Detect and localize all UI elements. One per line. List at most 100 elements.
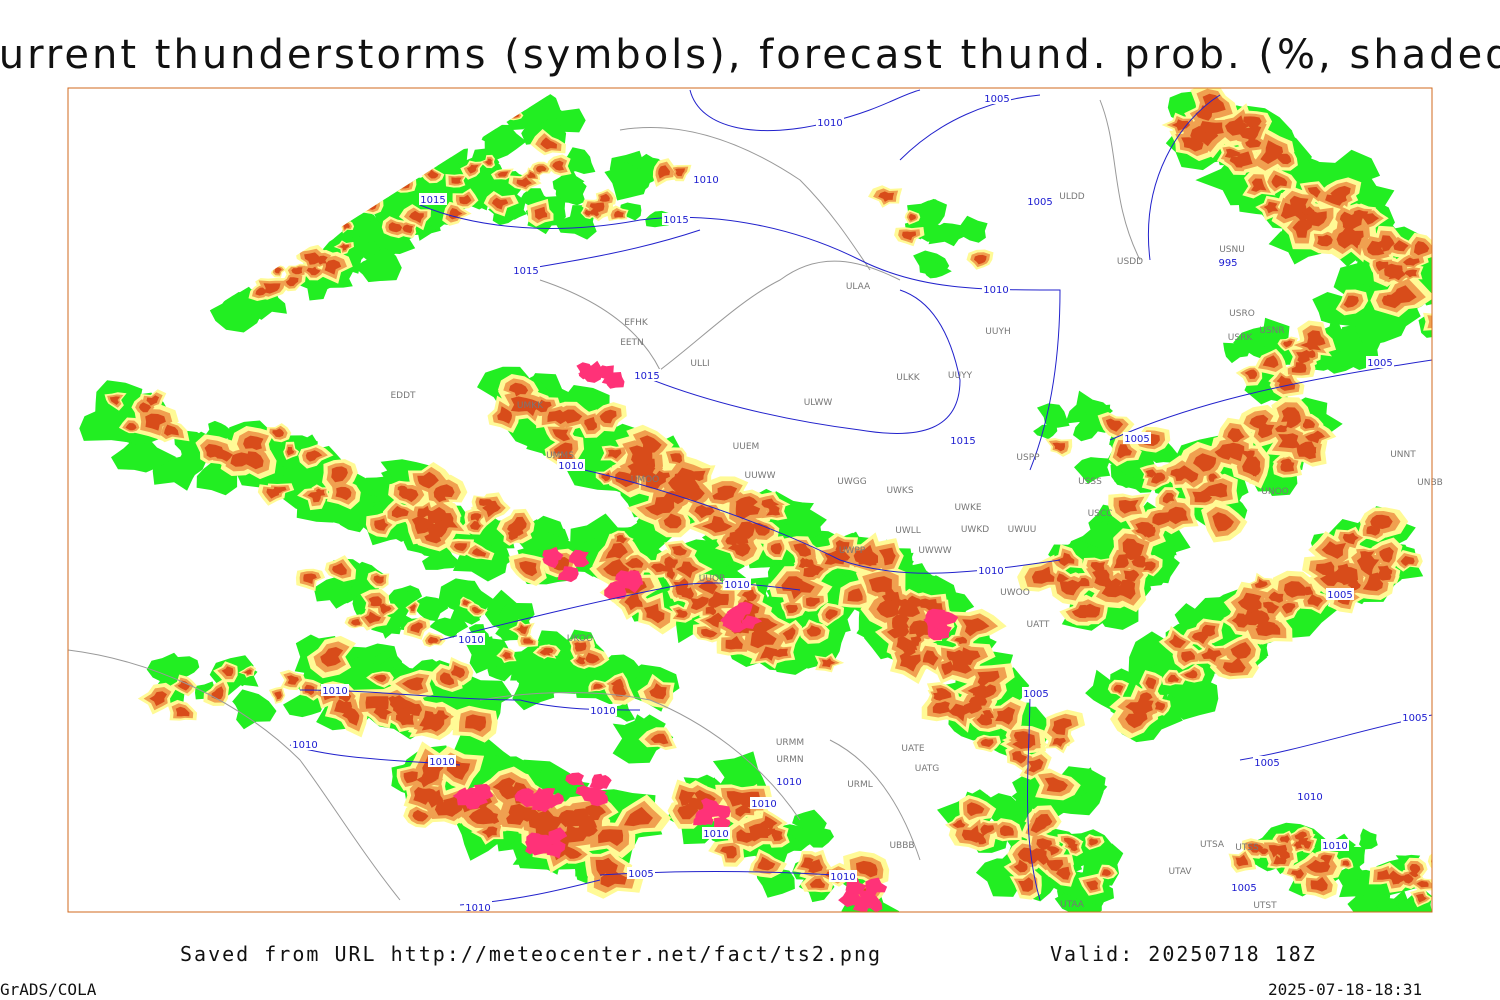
prob-very-high [1208,473,1218,482]
storm-symbol [582,786,607,802]
prob-very-high [1278,433,1301,449]
prob-very-high [517,397,540,417]
prob-very-high [469,521,482,530]
isobar-label-box [1026,195,1054,207]
isobar-label-box [512,264,540,276]
storm-symbol [608,585,627,600]
prob-very-high [575,656,586,665]
station-code: USPP [1016,453,1040,463]
prob-very-high [565,848,582,859]
prob-very-high [974,254,987,265]
prob-very-high [451,177,462,184]
prob-very-high [508,382,529,397]
isobar-label-box [1230,881,1258,893]
isobar-label-box [1253,756,1281,768]
prob-very-high [757,856,776,871]
prob-very-high [1166,506,1189,525]
prob-very-high [952,819,966,828]
station-code: UTSS [1235,843,1259,853]
storm-symbol [546,840,566,859]
prob-very-high [598,829,624,846]
prob-very-high [1291,362,1307,373]
prob-very-high [906,642,918,652]
prob-very-high [972,685,988,697]
storm-symbol [548,827,568,845]
prob-low [790,633,838,669]
prob-very-high [388,222,403,233]
station-code: UNOO [1261,487,1289,497]
prob-low [1359,828,1378,850]
isobar-label: 1005 [984,94,1009,105]
prob-very-high [1083,603,1101,618]
prob-low [483,124,527,161]
prob-low [919,222,944,242]
prob-low [334,180,360,198]
prob-very-high [1321,541,1346,559]
isobar [439,582,801,641]
station-code: UUEM [733,442,760,452]
prob-very-high [605,542,628,559]
prob-very-high [1342,532,1359,545]
prob-very-high [1162,492,1175,504]
station-labels: ULDD USDD USNU ULAA UUYH USRO USNR USRK EFHK EETN… [390,192,1442,911]
isobar-label-box [1321,839,1349,851]
station-code: UUYH [985,327,1010,337]
prob-very-high [481,826,498,838]
prob-very-high [1203,482,1228,498]
prob-very-high [534,206,548,220]
prob-very-high [1238,125,1262,140]
station-code: USCC [1088,509,1113,519]
prob-very-high [623,807,653,827]
prob-very-high [616,535,628,544]
prob-very-high [403,771,418,784]
prob-very-high [878,547,896,566]
prob-very-high [1101,869,1112,876]
prob-very-high [770,543,782,555]
prob-very-high [519,561,538,577]
prob-very-high [1356,555,1380,577]
prob-very-high [1183,669,1198,679]
prob-very-high [735,801,751,817]
isobar-label: 1015 [420,195,445,206]
prob-low [521,115,567,145]
storm-symbol [459,792,479,809]
prob-very-high [946,649,964,662]
storm-symbol [530,787,554,805]
prob-very-high [1014,733,1036,748]
prob-very-high [1378,570,1392,581]
prob-very-high [145,413,166,431]
prob-very-high [663,490,686,505]
prob-very-high [482,500,501,518]
prob-very-high [1294,831,1307,840]
station-code: UWWW [918,546,951,556]
prob-very-high [1224,148,1241,158]
prob-very-high [286,447,295,456]
prob-very-high [462,599,470,606]
isobar-label-box [1326,588,1354,600]
station-code: UWKS [886,486,913,496]
prob-very-high [1092,569,1114,587]
prob-very-high [977,670,1000,688]
prob-very-high [835,540,850,552]
prob-very-high [1201,647,1222,662]
prob-very-high [1059,579,1081,596]
storm-symbol [531,833,553,848]
isobar-label-box [457,633,485,645]
isobar [1148,94,1221,261]
isobar-label-box [1123,432,1151,444]
prob-very-high [1286,415,1301,429]
prob-very-high [612,684,627,697]
prob-very-high [391,505,409,518]
prob-very-high [335,486,352,501]
prob-very-high [614,210,624,218]
prob-low [555,178,587,206]
prob-very-high [759,646,780,661]
prob-very-high [303,573,317,584]
prob-very-high [563,409,583,424]
prob-very-high [1281,603,1296,614]
prob-very-high [922,650,939,666]
prob-very-high [1201,624,1216,637]
prob-very-high [285,277,299,287]
prob-very-high [995,706,1016,725]
isobar-label: 995 [1218,258,1237,269]
